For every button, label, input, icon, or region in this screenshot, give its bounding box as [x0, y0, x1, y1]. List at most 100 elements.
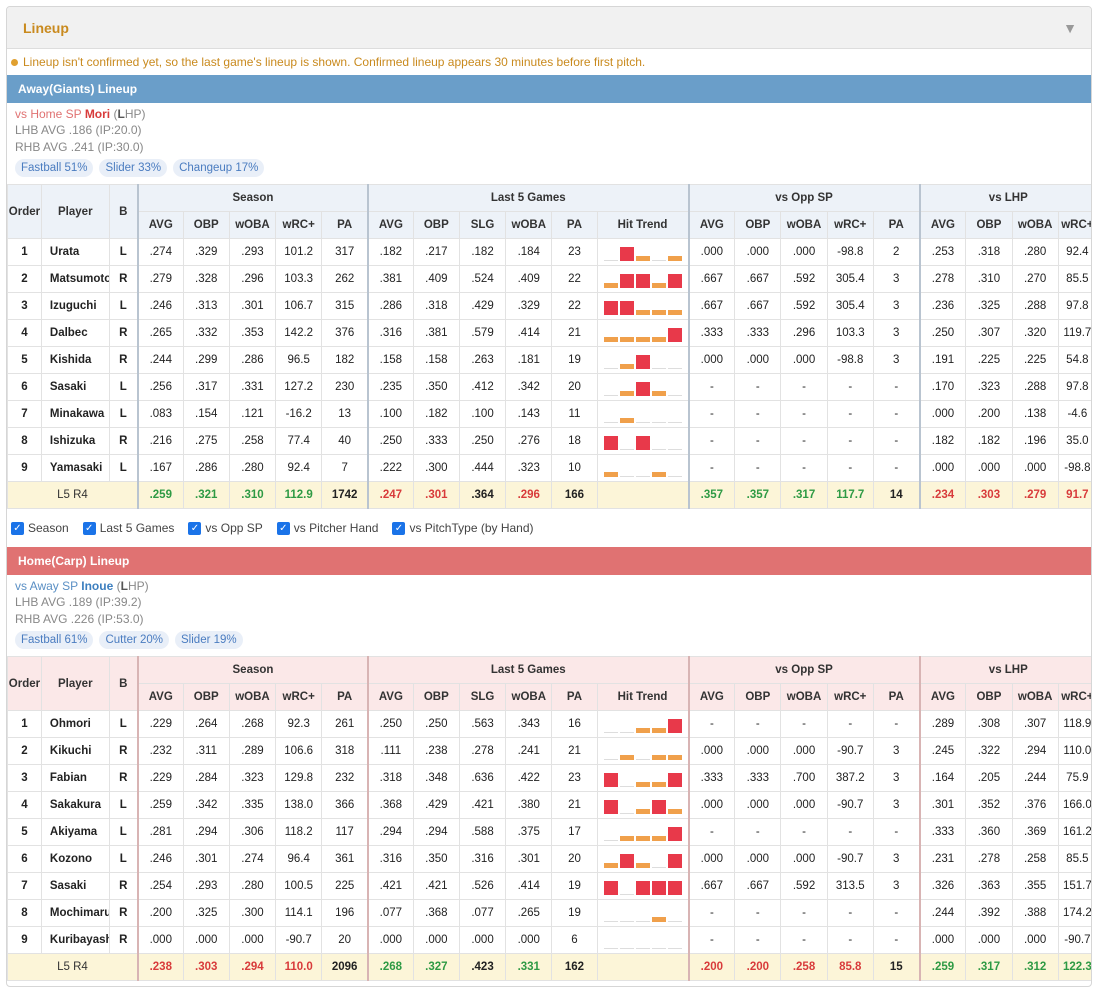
col-hand-2[interactable]: wOBA: [1011, 211, 1059, 239]
col-l5-2[interactable]: SLG: [458, 211, 507, 239]
col-season-0[interactable]: AVG: [136, 211, 184, 239]
col-opp-1[interactable]: OBP: [734, 683, 782, 711]
bats-cell: R: [108, 764, 139, 792]
col-l5-0[interactable]: AVG: [367, 683, 414, 711]
collapse-caret-icon[interactable]: ▼: [1063, 19, 1077, 36]
toggle-opp-sp[interactable]: ✓ vs Opp SP: [188, 521, 263, 535]
total-opp-cell: .357: [734, 481, 782, 509]
col-hand-2[interactable]: wOBA: [1011, 683, 1059, 711]
col-bats[interactable]: B: [108, 184, 139, 239]
checkbox-checked-icon[interactable]: ✓: [392, 521, 406, 535]
col-l5-3[interactable]: wOBA: [505, 211, 553, 239]
player-name[interactable]: Ishizuka: [40, 427, 110, 455]
toggle-last5[interactable]: ✓ Last 5 Games: [82, 521, 174, 535]
player-name[interactable]: Kikuchi: [40, 737, 110, 765]
player-name[interactable]: Urata: [40, 238, 110, 266]
col-season-4[interactable]: PA: [321, 683, 369, 711]
home-lineup-table: Order Player B Season Last 5 Games vs Opp SP v…: [7, 656, 1091, 981]
col-opp-1[interactable]: OBP: [734, 211, 782, 239]
col-l5-1[interactable]: OBP: [412, 683, 460, 711]
col-hand-0[interactable]: AVG: [918, 683, 967, 711]
col-bats[interactable]: B: [108, 656, 139, 711]
season-cell: 138.0: [275, 791, 323, 819]
player-name[interactable]: Sasaki: [40, 373, 110, 401]
sp-name[interactable]: Inoue: [81, 579, 114, 593]
checkbox-checked-icon[interactable]: ✓: [11, 521, 24, 535]
player-name[interactable]: Kishida: [40, 346, 110, 374]
col-season-2[interactable]: wOBA: [228, 211, 277, 239]
player-name[interactable]: Kozono: [40, 845, 110, 873]
total-hand-cell: .279: [1011, 481, 1059, 509]
col-opp-3[interactable]: wRC+: [826, 683, 874, 711]
player-name[interactable]: Matsumoto: [40, 265, 110, 293]
l5-cell: .241: [505, 737, 553, 765]
hand-cell: .323: [965, 373, 1013, 401]
col-opp-0[interactable]: AVG: [687, 211, 736, 239]
col-order[interactable]: Order: [7, 656, 42, 711]
player-name[interactable]: Mochimaru: [40, 899, 110, 927]
player-name[interactable]: Sasaki: [40, 872, 110, 900]
season-cell: .335: [228, 791, 277, 819]
col-player[interactable]: Player: [40, 184, 110, 239]
player-name[interactable]: Minakawa: [40, 400, 110, 428]
col-l5-4[interactable]: PA: [551, 683, 598, 711]
trend-bar: [651, 867, 666, 868]
col-hand-1[interactable]: OBP: [965, 683, 1013, 711]
col-l5-1[interactable]: OBP: [412, 211, 460, 239]
rhb-avg: RHB AVG .226 (IP:53.0): [15, 612, 144, 626]
col-season-1[interactable]: OBP: [182, 683, 230, 711]
col-season-3[interactable]: wRC+: [275, 683, 323, 711]
col-season-4[interactable]: PA: [321, 211, 369, 239]
col-l5-3[interactable]: wOBA: [505, 683, 553, 711]
col-hand-0[interactable]: AVG: [918, 211, 967, 239]
col-l5-5[interactable]: Hit Trend: [596, 683, 690, 711]
col-hand-3[interactable]: wRC+: [1057, 683, 1091, 711]
home-sp-info: vs Away SP Inoue (LHP) LHB AVG .189 (IP:…: [7, 575, 1091, 656]
col-opp-4[interactable]: PA: [872, 683, 921, 711]
player-name[interactable]: Izuguchi: [40, 292, 110, 320]
player-name[interactable]: Yamasaki: [40, 454, 110, 482]
l5-cell: .158: [367, 346, 414, 374]
col-opp-2[interactable]: wOBA: [780, 211, 828, 239]
col-season-2[interactable]: wOBA: [228, 683, 277, 711]
opp-cell: .000: [687, 346, 736, 374]
player-name[interactable]: Kuribayashi: [40, 926, 110, 954]
col-hand-1[interactable]: OBP: [965, 211, 1013, 239]
col-hand-3[interactable]: wRC+: [1057, 211, 1091, 239]
checkbox-checked-icon[interactable]: ✓: [82, 521, 96, 535]
col-opp-2[interactable]: wOBA: [780, 683, 828, 711]
season-cell: .229: [136, 764, 184, 792]
l5-cell: .265: [505, 899, 553, 927]
col-l5-4[interactable]: PA: [551, 211, 598, 239]
l5-cell: .250: [412, 710, 460, 738]
toggle-pitch-type[interactable]: ✓ vs PitchType (by Hand): [392, 521, 534, 535]
col-opp-3[interactable]: wRC+: [826, 211, 874, 239]
sp-name[interactable]: Mori: [84, 107, 111, 121]
hand-cell: .253: [918, 238, 967, 266]
col-l5-5[interactable]: Hit Trend: [596, 211, 690, 239]
table-row: 5 Akiyama L .281.294.306 118.2 117.294.294.58…: [7, 818, 1091, 846]
col-order[interactable]: Order: [7, 184, 42, 239]
opp-cell: 313.5: [826, 872, 874, 900]
player-name[interactable]: Dalbec: [40, 319, 110, 347]
toggle-season[interactable]: ✓ Season: [11, 521, 69, 535]
table-row: 4 Sakakura L .259.342.335 138.0 366.368.429.4…: [7, 791, 1091, 819]
checkbox-checked-icon[interactable]: ✓: [188, 521, 202, 535]
checkbox-checked-icon[interactable]: ✓: [276, 521, 290, 535]
player-name[interactable]: Sakakura: [40, 791, 110, 819]
col-player[interactable]: Player: [40, 656, 110, 711]
col-season-1[interactable]: OBP: [182, 211, 230, 239]
col-l5-2[interactable]: SLG: [458, 683, 507, 711]
season-cell: .329: [182, 238, 230, 266]
col-season-0[interactable]: AVG: [136, 683, 184, 711]
lineup-panel-header[interactable]: Lineup ▼: [7, 7, 1091, 49]
player-name[interactable]: Ohmori: [40, 710, 110, 738]
col-opp-4[interactable]: PA: [872, 211, 921, 239]
player-name[interactable]: Fabian: [40, 764, 110, 792]
col-season-3[interactable]: wRC+: [275, 211, 323, 239]
player-name[interactable]: Akiyama: [40, 818, 110, 846]
season-cell: .274: [136, 238, 184, 266]
col-l5-0[interactable]: AVG: [367, 211, 414, 239]
toggle-pitcher-hand[interactable]: ✓ vs Pitcher Hand: [276, 521, 378, 535]
col-opp-0[interactable]: AVG: [687, 683, 736, 711]
